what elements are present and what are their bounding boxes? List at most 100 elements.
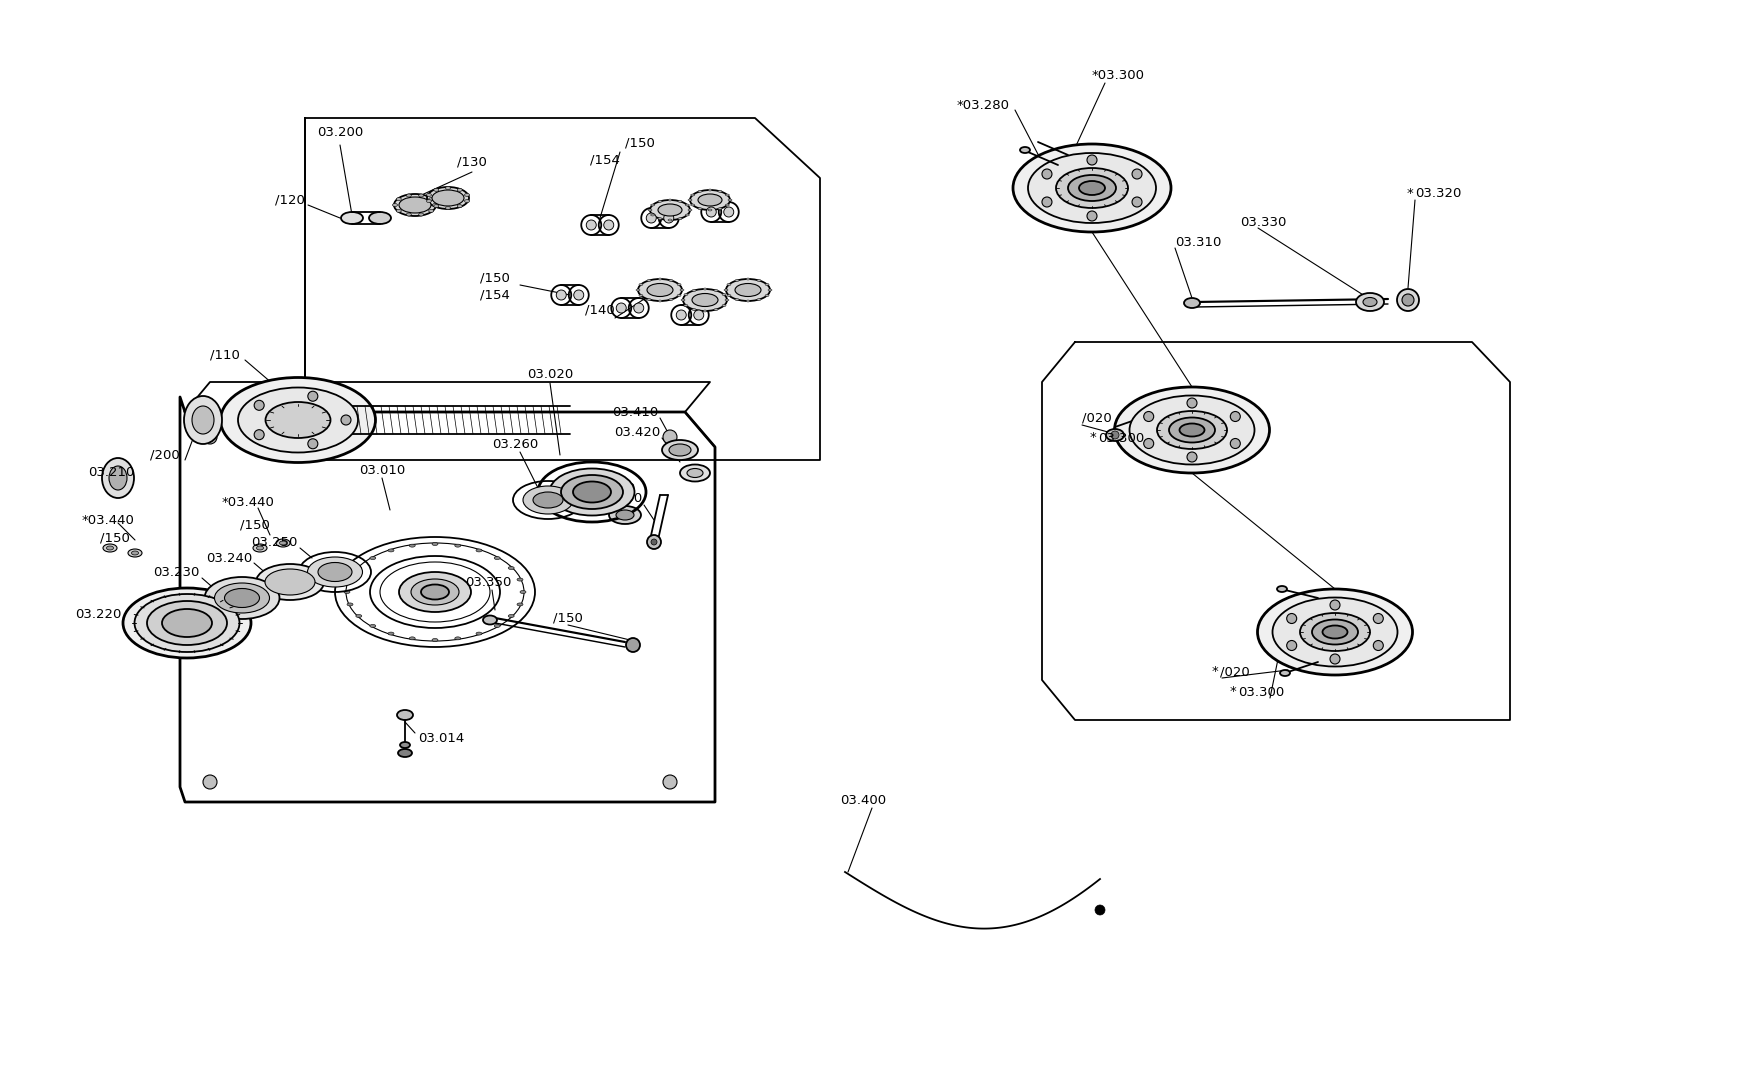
Ellipse shape bbox=[103, 544, 117, 552]
Circle shape bbox=[1042, 197, 1052, 207]
Text: /200: /200 bbox=[150, 448, 179, 461]
Ellipse shape bbox=[668, 444, 690, 456]
Ellipse shape bbox=[1183, 299, 1200, 308]
Circle shape bbox=[1132, 197, 1141, 207]
Ellipse shape bbox=[633, 303, 643, 314]
Circle shape bbox=[647, 535, 661, 549]
Ellipse shape bbox=[433, 188, 438, 192]
Ellipse shape bbox=[661, 440, 697, 460]
Ellipse shape bbox=[636, 289, 640, 291]
Ellipse shape bbox=[687, 469, 703, 477]
Ellipse shape bbox=[369, 212, 391, 224]
Ellipse shape bbox=[1012, 144, 1170, 232]
Ellipse shape bbox=[765, 284, 769, 286]
Text: /150: /150 bbox=[480, 272, 510, 285]
Ellipse shape bbox=[678, 217, 682, 219]
Circle shape bbox=[254, 400, 264, 410]
Ellipse shape bbox=[650, 200, 690, 220]
Ellipse shape bbox=[457, 204, 463, 208]
Ellipse shape bbox=[494, 625, 499, 627]
Ellipse shape bbox=[692, 290, 696, 291]
Ellipse shape bbox=[431, 639, 438, 642]
Ellipse shape bbox=[657, 278, 661, 280]
Text: /130: /130 bbox=[457, 155, 487, 168]
Circle shape bbox=[1087, 211, 1096, 221]
Ellipse shape bbox=[221, 378, 376, 462]
Ellipse shape bbox=[668, 299, 673, 301]
Ellipse shape bbox=[1322, 626, 1346, 639]
Ellipse shape bbox=[238, 387, 358, 453]
Ellipse shape bbox=[426, 194, 431, 197]
Ellipse shape bbox=[1179, 424, 1203, 437]
Ellipse shape bbox=[132, 551, 139, 555]
Circle shape bbox=[650, 539, 657, 545]
Ellipse shape bbox=[431, 542, 438, 546]
Text: /150: /150 bbox=[553, 611, 583, 625]
Text: /154: /154 bbox=[480, 289, 510, 302]
Text: 03.410: 03.410 bbox=[612, 406, 657, 418]
Ellipse shape bbox=[657, 300, 661, 302]
Ellipse shape bbox=[355, 566, 362, 569]
Ellipse shape bbox=[346, 578, 353, 581]
Ellipse shape bbox=[550, 469, 635, 516]
Text: 03.014: 03.014 bbox=[417, 732, 464, 745]
Ellipse shape bbox=[722, 305, 725, 306]
Circle shape bbox=[1186, 452, 1196, 462]
Ellipse shape bbox=[668, 279, 673, 281]
Ellipse shape bbox=[647, 209, 652, 211]
Ellipse shape bbox=[697, 190, 701, 193]
Ellipse shape bbox=[400, 742, 410, 748]
Ellipse shape bbox=[697, 208, 701, 210]
Ellipse shape bbox=[746, 278, 750, 280]
Ellipse shape bbox=[1280, 670, 1289, 676]
Circle shape bbox=[1329, 654, 1339, 664]
Ellipse shape bbox=[516, 578, 523, 581]
Ellipse shape bbox=[638, 284, 643, 286]
Ellipse shape bbox=[398, 749, 412, 756]
Circle shape bbox=[308, 439, 318, 448]
Text: /150: /150 bbox=[240, 519, 270, 532]
Ellipse shape bbox=[725, 204, 729, 207]
Ellipse shape bbox=[668, 199, 671, 201]
Ellipse shape bbox=[445, 186, 450, 189]
Ellipse shape bbox=[454, 545, 461, 547]
Ellipse shape bbox=[410, 579, 459, 605]
Ellipse shape bbox=[603, 220, 614, 230]
Ellipse shape bbox=[280, 541, 287, 545]
Ellipse shape bbox=[110, 467, 127, 490]
Ellipse shape bbox=[647, 279, 650, 281]
Ellipse shape bbox=[370, 625, 376, 627]
Ellipse shape bbox=[692, 293, 718, 306]
Ellipse shape bbox=[727, 284, 730, 286]
Text: 03.400: 03.400 bbox=[840, 794, 885, 807]
Ellipse shape bbox=[586, 220, 596, 230]
Ellipse shape bbox=[476, 632, 482, 636]
Text: /140: /140 bbox=[584, 304, 614, 317]
Ellipse shape bbox=[647, 299, 650, 301]
Ellipse shape bbox=[421, 584, 449, 599]
Ellipse shape bbox=[445, 207, 450, 210]
Ellipse shape bbox=[318, 563, 351, 581]
Ellipse shape bbox=[1115, 387, 1269, 473]
Ellipse shape bbox=[224, 588, 259, 608]
Text: 03.200: 03.200 bbox=[316, 125, 363, 138]
Ellipse shape bbox=[680, 289, 683, 291]
Ellipse shape bbox=[767, 289, 772, 291]
Ellipse shape bbox=[1271, 597, 1396, 667]
Ellipse shape bbox=[703, 288, 706, 290]
Ellipse shape bbox=[734, 284, 760, 296]
Ellipse shape bbox=[266, 402, 330, 438]
Ellipse shape bbox=[1276, 586, 1287, 592]
Text: 03.260: 03.260 bbox=[492, 439, 537, 452]
Ellipse shape bbox=[508, 614, 515, 617]
Text: *03.440: *03.440 bbox=[82, 514, 136, 526]
Ellipse shape bbox=[650, 214, 654, 216]
Ellipse shape bbox=[409, 637, 416, 640]
Ellipse shape bbox=[407, 213, 410, 216]
Ellipse shape bbox=[162, 609, 212, 637]
Circle shape bbox=[1094, 905, 1104, 915]
Text: 03.250: 03.250 bbox=[252, 536, 297, 550]
Text: 03.330: 03.330 bbox=[1240, 215, 1285, 229]
Circle shape bbox=[1285, 641, 1296, 651]
Text: 03.210: 03.210 bbox=[89, 465, 134, 478]
